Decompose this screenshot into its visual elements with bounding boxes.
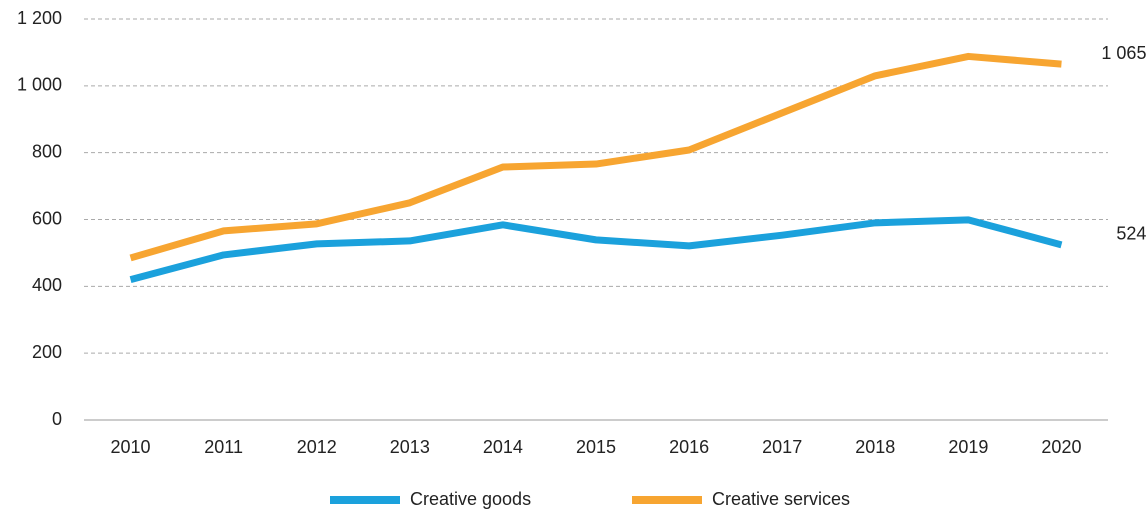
- y-tick-label: 800: [32, 141, 62, 161]
- x-tick-label: 2017: [762, 437, 802, 457]
- series-line: [129, 216, 1063, 284]
- x-tick-label: 2012: [297, 437, 337, 457]
- x-tick-label: 2016: [669, 437, 709, 457]
- x-tick-label: 2011: [204, 437, 243, 457]
- y-tick-label: 600: [32, 208, 62, 228]
- data-label: 524: [1116, 224, 1146, 244]
- x-tick-label: 2015: [576, 437, 616, 457]
- x-tick-label: 2010: [111, 437, 151, 457]
- y-tick-label: 1 200: [17, 8, 62, 28]
- x-tick-label: 2018: [855, 437, 895, 457]
- data-label: 1 065: [1101, 43, 1146, 63]
- y-tick-label: 1 000: [17, 75, 62, 95]
- x-tick-label: 2019: [948, 437, 988, 457]
- y-tick-label: 0: [52, 409, 62, 429]
- legend-label: Creative services: [712, 489, 850, 509]
- y-tick-label: 200: [32, 342, 62, 362]
- x-tick-label: 2020: [1041, 437, 1081, 457]
- y-tick-label: 400: [32, 275, 62, 295]
- series-line: [129, 52, 1062, 262]
- x-tick-label: 2013: [390, 437, 430, 457]
- legend-label: Creative goods: [410, 489, 531, 509]
- x-tick-label: 2014: [483, 437, 523, 457]
